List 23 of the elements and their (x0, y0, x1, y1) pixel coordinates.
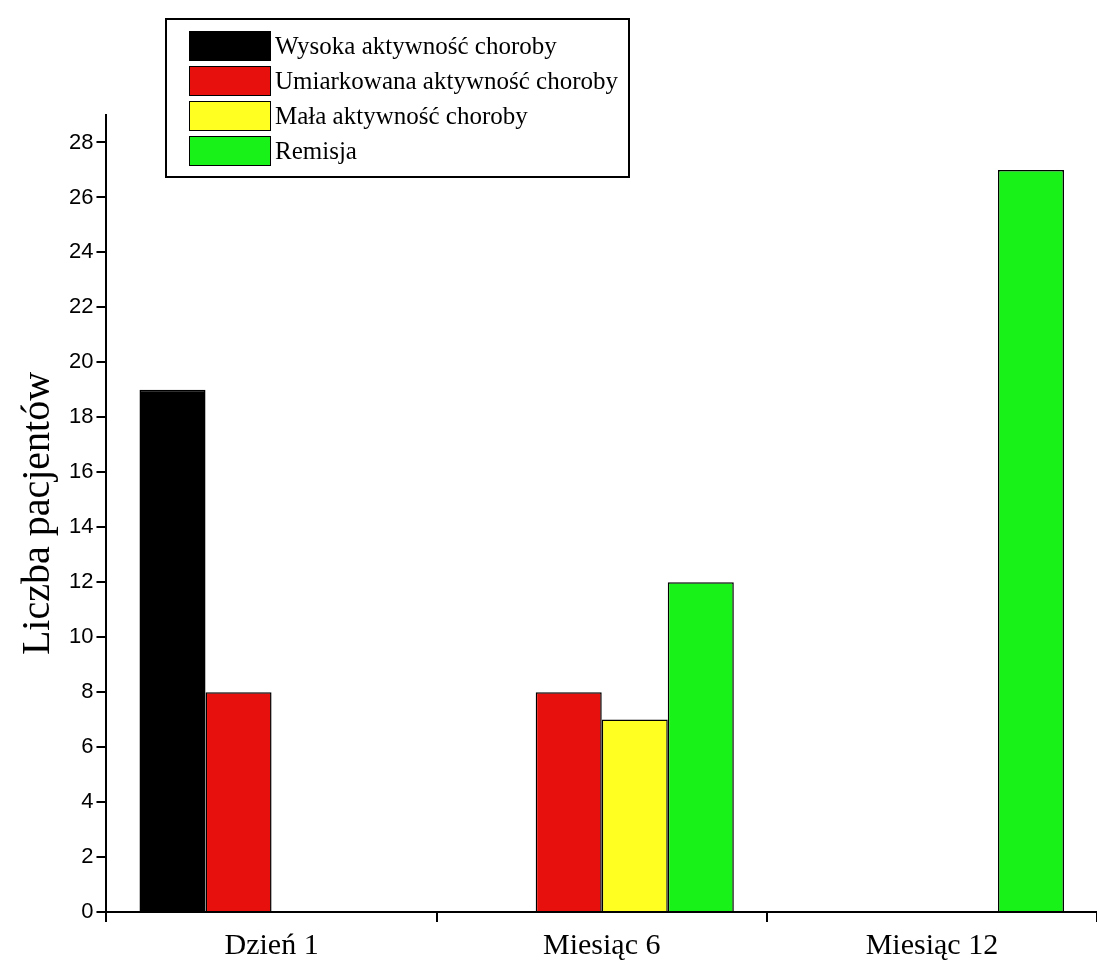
y-tick-label: 6 (81, 733, 94, 759)
y-tick-label: 2 (81, 843, 94, 869)
x-tick-label: Dzień 1 (224, 926, 319, 960)
y-tick-label: 24 (68, 238, 94, 264)
y-tick-label: 14 (68, 513, 94, 539)
y-axis-title: Liczba pacjentów (12, 371, 58, 656)
y-tick-label: 16 (68, 458, 94, 484)
y-tick-label: 22 (68, 293, 94, 319)
legend-label: Mała aktywność choroby (275, 101, 528, 130)
y-tick-label: 26 (68, 183, 94, 209)
y-tick-label: 8 (81, 678, 94, 704)
y-tick-label: 10 (68, 623, 94, 649)
y-tick-label: 4 (81, 788, 94, 814)
y-tick-label: 20 (68, 348, 94, 374)
legend-label: Wysoka aktywność choroby (275, 31, 557, 60)
y-tick-label: 18 (68, 403, 94, 429)
x-tick-label: Miesiąc 6 (543, 926, 661, 960)
y-tick-label: 0 (81, 898, 94, 924)
y-tick-label: 12 (68, 568, 94, 594)
y-tick-label: 28 (68, 128, 94, 154)
x-tick-label: Miesiąc 12 (865, 926, 999, 960)
legend-label: Umiarkowana aktywność choroby (275, 66, 618, 95)
legend-label: Remisja (275, 136, 357, 165)
